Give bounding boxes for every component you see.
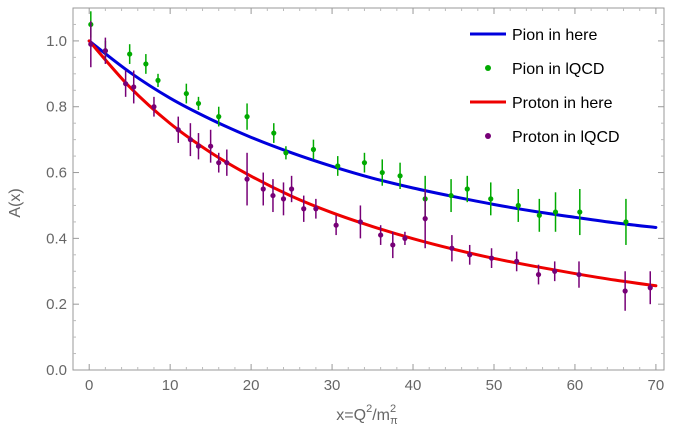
data-point — [283, 150, 289, 156]
x-axis-label-exp2: 2 — [390, 403, 396, 415]
y-axis-label: A(x) — [7, 188, 24, 217]
x-tick-label: 30 — [324, 377, 341, 394]
data-point — [361, 160, 368, 166]
data-point — [647, 285, 653, 291]
legend-swatch-point — [485, 133, 491, 139]
data-point — [464, 186, 470, 192]
data-point — [535, 271, 542, 278]
data-point — [333, 222, 339, 228]
y-tick-label: 0.4 — [46, 230, 67, 247]
y-tick-label: 0.2 — [46, 296, 67, 313]
data-point — [143, 61, 149, 67]
data-point — [357, 219, 364, 225]
data-point — [402, 235, 408, 241]
data-point — [224, 160, 230, 166]
data-point — [195, 100, 202, 107]
data-point — [422, 216, 428, 222]
data-point — [514, 258, 520, 264]
data-point — [623, 219, 629, 225]
data-point — [88, 41, 94, 47]
x-tick-label: 20 — [243, 377, 260, 394]
data-point — [244, 176, 250, 182]
data-point — [216, 160, 222, 166]
data-point — [576, 271, 582, 278]
data-point — [208, 143, 214, 149]
data-point — [151, 104, 157, 110]
legend-label: Pion in here — [512, 27, 597, 44]
data-point — [515, 202, 521, 209]
legend-swatch-point — [485, 65, 491, 71]
data-point — [552, 268, 558, 274]
data-point — [379, 169, 385, 176]
series-layer — [87, 11, 658, 311]
x-tick-label: 10 — [162, 377, 179, 394]
data-point — [123, 81, 129, 87]
x-axis-label-exp1: 2 — [366, 403, 372, 415]
data-point — [390, 242, 396, 248]
data-point — [271, 130, 277, 136]
data-point — [270, 192, 276, 199]
data-point — [378, 232, 384, 238]
y-tick-label: 1.0 — [46, 33, 67, 50]
x-axis-label: x=Q2/m2 π — [336, 403, 398, 427]
data-point — [622, 288, 628, 294]
data-point — [301, 206, 307, 212]
data-point — [449, 245, 455, 251]
data-point — [155, 77, 161, 83]
legend-label: Proton in here — [512, 95, 613, 112]
data-point — [216, 114, 222, 120]
data-point — [488, 196, 494, 202]
x-tick-label: 50 — [486, 377, 503, 394]
data-point — [448, 192, 454, 199]
legend-label: Proton in lQCD — [512, 129, 620, 146]
data-point — [260, 186, 266, 192]
x-tick-label: 40 — [405, 377, 422, 394]
data-point — [244, 114, 250, 120]
legend: Pion in here Pion in lQCD Proton in here Pr… — [470, 27, 620, 146]
series-line — [87, 39, 658, 230]
data-point — [280, 196, 287, 202]
data-point — [552, 209, 559, 215]
y-tick-label: 0.6 — [46, 165, 67, 182]
data-point — [313, 206, 319, 212]
data-point — [310, 146, 317, 153]
data-point — [577, 209, 583, 215]
x-axis-label-prefix: x=Q — [336, 407, 366, 424]
data-point — [187, 137, 193, 143]
data-point — [467, 252, 473, 258]
x-tick-label: 70 — [648, 377, 665, 394]
x-tick-label: 0 — [85, 377, 93, 394]
y-tick-label: 0.0 — [46, 362, 67, 379]
x-axis-label-sub: π — [390, 415, 398, 427]
data-point — [488, 255, 495, 261]
data-point — [195, 143, 202, 149]
y-tick-label: 0.8 — [46, 99, 67, 116]
data-point — [536, 212, 542, 218]
axis-tick-labels: 0 10 20 30 40 50 60 70 0.0 0.2 0.4 0.6 0.8 1.0 — [46, 33, 664, 394]
data-point — [175, 127, 181, 133]
series-line — [87, 39, 658, 288]
x-axis-label-mid: /m — [372, 407, 390, 424]
data-point — [288, 186, 295, 192]
x-tick-label: 60 — [567, 377, 584, 394]
data-point — [127, 51, 133, 57]
data-point — [183, 90, 189, 97]
data-point — [397, 173, 403, 179]
data-point — [335, 163, 341, 169]
legend-label: Pion in lQCD — [512, 61, 604, 78]
data-point — [131, 84, 137, 90]
data-point — [102, 48, 108, 54]
axis-ticks — [73, 8, 664, 371]
